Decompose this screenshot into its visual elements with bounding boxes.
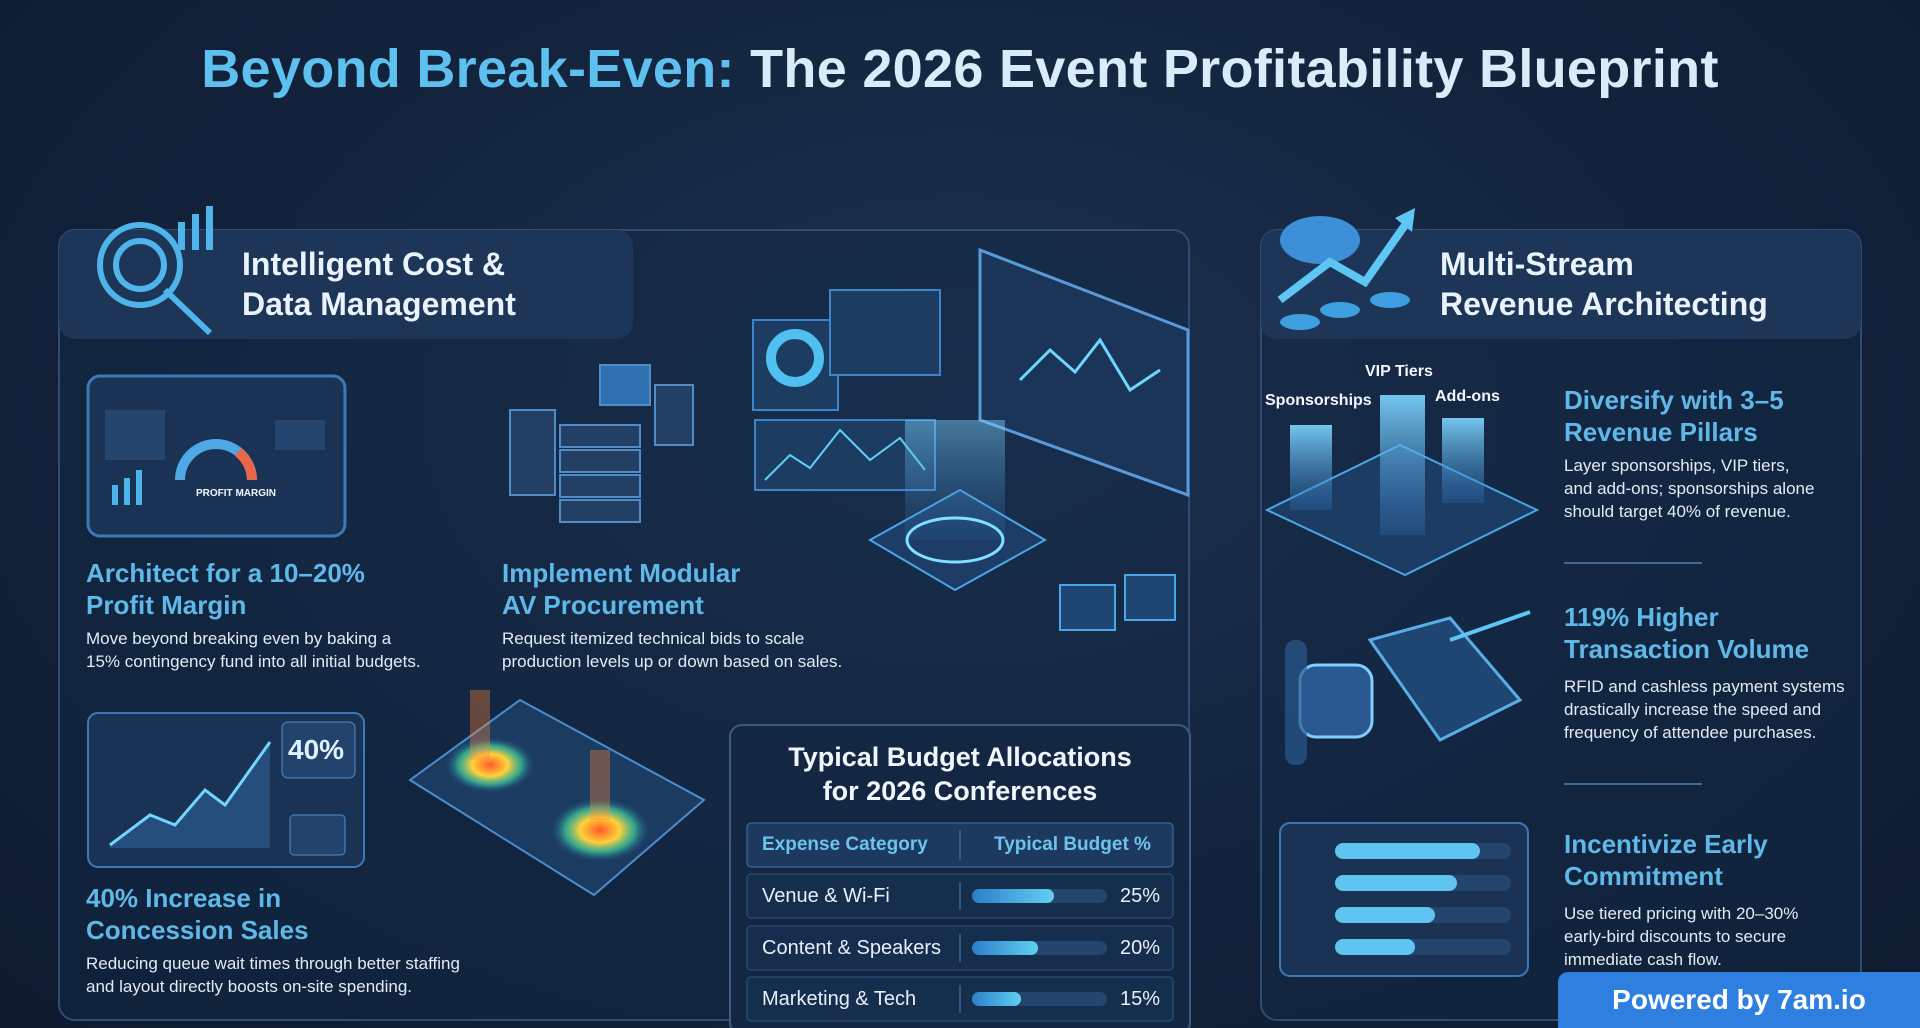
heatmap-floor xyxy=(408,690,706,897)
item-title: Architect for a 10–20% Profit Margin xyxy=(86,557,421,621)
category-cell: Content & Speakers xyxy=(762,937,941,959)
text-line: Revenue Architecting xyxy=(1440,286,1768,322)
title-rest: The 2026 Event Profitability Blueprint xyxy=(750,39,1719,99)
gauge-label: PROFIT MARGIN xyxy=(196,488,276,499)
item-description: RFID and cashless payment systems drastic… xyxy=(1564,675,1845,744)
item-title: Implement Modular AV Procurement xyxy=(502,557,842,621)
text-line: 40% Increase in xyxy=(86,883,282,913)
text-line: drastically increase the speed and xyxy=(1564,700,1822,719)
text-line: Request itemized technical bids to scale xyxy=(502,629,805,648)
text-line: Revenue Pillars xyxy=(1564,417,1758,447)
category-cell: Venue & Wi-Fi xyxy=(762,885,890,907)
title-highlight: Beyond Break-Even: xyxy=(201,39,735,99)
pricing-sliders xyxy=(1279,822,1529,977)
pillar-label: Sponsorships xyxy=(1265,392,1372,409)
text-line: immediate cash flow. xyxy=(1564,950,1722,969)
text-line: frequency of attendee purchases. xyxy=(1564,723,1817,742)
item-description: Request itemized technical bids to scale… xyxy=(502,627,842,673)
text-line: Move beyond breaking even by baking a xyxy=(86,629,392,648)
budget-bar xyxy=(972,941,1038,955)
pillar-label: VIP Tiers xyxy=(1365,363,1433,380)
text-line: Implement Modular xyxy=(502,558,741,588)
gauge-tablet xyxy=(86,374,347,538)
center-illustration xyxy=(752,247,1190,631)
percent-cell: 15% xyxy=(1119,988,1160,1010)
item: 40% Increase in Concession Sales Reducing … xyxy=(86,882,460,998)
percent-cell: 25% xyxy=(1119,885,1160,907)
text-line: Concession Sales xyxy=(86,915,309,945)
text-line: Transaction Volume xyxy=(1564,634,1810,664)
text-line: Multi-Stream xyxy=(1440,246,1634,282)
main-title: Beyond Break-Even: The 2026 Event Profit… xyxy=(0,38,1920,100)
text-line: Use tiered pricing with 20–30% xyxy=(1564,904,1799,923)
percent-cell: 20% xyxy=(1119,937,1160,959)
item-description: Move beyond breaking even by baking a 15%… xyxy=(86,627,421,673)
budget-bar xyxy=(972,889,1054,903)
text-line: Data Management xyxy=(242,286,516,322)
text-line: should target 40% of revenue. xyxy=(1564,502,1791,521)
panel-heading: Multi-Stream Revenue Architecting xyxy=(1440,244,1768,324)
item-title: 40% Increase in Concession Sales xyxy=(86,882,460,946)
av-equipment xyxy=(509,364,694,523)
text-line: Architect for a 10–20% xyxy=(86,558,365,588)
text-line: and layout directly boosts on-site spend… xyxy=(86,977,413,996)
text-line: RFID and cashless payment systems xyxy=(1564,677,1845,696)
item-title: Diversify with 3–5 Revenue Pillars xyxy=(1564,384,1814,448)
text-line: production levels up or down based on sa… xyxy=(502,652,843,671)
budget-bar xyxy=(972,992,1022,1006)
text-line: 15% contingency fund into all initial bu… xyxy=(86,652,421,671)
item: Architect for a 10–20% Profit Margin Move … xyxy=(86,557,421,673)
text-line: and add-ons; sponsorships alone xyxy=(1564,479,1815,498)
revenue-icon xyxy=(1277,208,1415,330)
column-header: Expense Category xyxy=(762,834,928,855)
powered-by-badge[interactable]: Powered by 7am.io xyxy=(1558,972,1920,1028)
revenue-pillars xyxy=(1264,395,1540,577)
text-line: early-bird discounts to secure xyxy=(1564,927,1787,946)
right-header xyxy=(1261,230,1861,339)
text-line: 119% Higher xyxy=(1564,602,1719,632)
stat-label: 40% xyxy=(288,734,345,765)
text-line: for 2026 Conferences xyxy=(822,776,1098,806)
text-line: Diversify with 3–5 xyxy=(1564,385,1784,415)
item: Implement Modular AV Procurement Request i… xyxy=(502,557,842,673)
item-description: Reducing queue wait times through better… xyxy=(86,952,460,998)
text-line: Intelligent Cost & xyxy=(242,246,506,282)
item-description: Use tiered pricing with 20–30% early-bird… xyxy=(1564,902,1798,971)
text-line: AV Procurement xyxy=(502,590,704,620)
item-title: Incentivize Early Commitment xyxy=(1564,828,1798,892)
item: Incentivize Early Commitment Use tiered pr… xyxy=(1564,828,1798,971)
item: Diversify with 3–5 Revenue Pillars Layer s… xyxy=(1564,384,1814,523)
category-cell: Marketing & Tech xyxy=(762,988,917,1010)
item-description: Layer sponsorships, VIP tiers, and add-on… xyxy=(1564,454,1814,523)
item: 119% Higher Transaction Volume RFID and ca… xyxy=(1564,601,1845,744)
pillar-label: Add-ons xyxy=(1435,388,1500,405)
panel-heading: Intelligent Cost & Data Management xyxy=(242,244,516,324)
gear-icon xyxy=(97,206,213,336)
text-line: Incentivize Early xyxy=(1564,829,1768,859)
text-line: Layer sponsorships, VIP tiers, xyxy=(1564,456,1790,475)
column-header: Typical Budget % xyxy=(994,834,1151,855)
item-title: 119% Higher Transaction Volume xyxy=(1564,601,1845,665)
left-header xyxy=(59,230,633,339)
text-line: Profit Margin xyxy=(86,590,247,620)
text-line: Commitment xyxy=(1564,861,1723,891)
text-line: Typical Budget Allocations xyxy=(788,742,1132,772)
payment-devices xyxy=(1285,610,1531,765)
sales-chart xyxy=(87,712,365,868)
text-line: Reducing queue wait times through better… xyxy=(86,954,460,973)
table-title: Typical Budget Allocations for 2026 Confe… xyxy=(730,740,1190,808)
